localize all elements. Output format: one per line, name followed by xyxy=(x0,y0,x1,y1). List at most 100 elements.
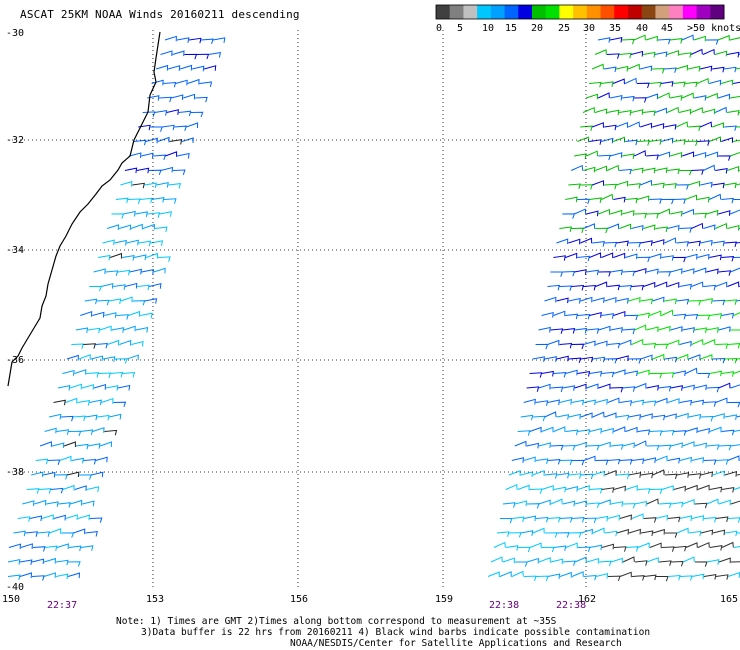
wind-barb xyxy=(580,125,593,132)
wind-barb xyxy=(628,528,641,535)
wind-barb xyxy=(597,37,611,43)
wind-barb xyxy=(624,77,637,84)
wind-barb xyxy=(679,515,693,521)
wind-barb xyxy=(580,356,594,363)
wind-barb xyxy=(706,559,720,565)
wind-barb xyxy=(642,51,656,58)
wind-barb xyxy=(505,545,519,551)
wind-barb xyxy=(565,196,578,203)
wind-barb xyxy=(706,209,719,216)
wind-barb xyxy=(145,252,158,259)
wind-barb xyxy=(622,503,636,509)
wind-barb xyxy=(691,573,705,580)
wind-barb xyxy=(104,312,117,318)
colorbar-tick-label: 10 xyxy=(482,23,494,34)
wind-barb xyxy=(165,151,178,157)
wind-barb xyxy=(622,386,636,392)
wind-barb xyxy=(619,571,632,578)
wind-barb xyxy=(610,152,623,158)
wind-barb xyxy=(562,328,576,334)
wind-barb xyxy=(694,95,707,101)
wind-barb xyxy=(149,283,162,289)
wind-barb xyxy=(733,546,740,548)
wind-barb xyxy=(22,500,35,506)
wind-barb xyxy=(115,197,129,204)
wind-barb xyxy=(715,281,728,288)
wind-barb xyxy=(574,500,588,507)
wind-barb xyxy=(150,126,163,132)
wind-barb xyxy=(598,208,611,215)
wind-barb xyxy=(92,427,105,433)
wind-barb xyxy=(679,340,692,347)
wind-barb xyxy=(523,398,536,405)
wind-barb xyxy=(619,285,633,291)
wind-barb xyxy=(526,386,540,392)
wind-barb xyxy=(568,297,581,304)
wind-barb xyxy=(520,530,534,536)
wind-barb xyxy=(147,95,160,101)
wind-barb xyxy=(700,239,713,246)
wind-barb xyxy=(577,546,591,552)
wind-barb xyxy=(114,239,127,246)
wind-barb xyxy=(625,253,638,260)
wind-barb xyxy=(565,429,579,436)
wind-barb xyxy=(139,197,153,204)
wind-barb xyxy=(73,528,86,535)
wind-barb xyxy=(565,313,579,320)
wind-barb xyxy=(580,528,593,535)
wind-barb xyxy=(685,367,698,374)
wind-barb xyxy=(190,111,204,118)
colorbar-swatch xyxy=(463,5,478,19)
wind-barb xyxy=(562,500,576,507)
wind-barb xyxy=(628,241,642,248)
wind-barb xyxy=(183,93,196,100)
colorbar-swatch xyxy=(573,5,588,19)
wind-barb xyxy=(694,561,708,567)
wind-barb xyxy=(111,213,125,219)
wind-barb xyxy=(597,92,610,99)
wind-barb xyxy=(715,574,729,580)
wind-barb xyxy=(568,357,582,364)
wind-barb xyxy=(652,469,665,476)
wind-barb xyxy=(80,545,94,551)
wind-barb xyxy=(73,415,86,422)
wind-barb xyxy=(616,297,629,304)
wind-barb xyxy=(736,126,740,128)
wind-barb xyxy=(715,222,728,229)
wind-barb xyxy=(727,109,740,116)
wind-barb xyxy=(607,575,621,582)
wind-barb xyxy=(544,356,558,362)
wind-barb xyxy=(598,271,612,277)
wind-barb xyxy=(589,544,603,551)
wind-barb xyxy=(571,284,585,291)
wind-barb xyxy=(643,574,657,581)
colorbar-swatch xyxy=(518,5,533,19)
wind-barb xyxy=(697,253,710,260)
wind-barb xyxy=(721,137,734,143)
wind-barb xyxy=(99,325,112,332)
wind-barb xyxy=(697,541,710,548)
wind-barb xyxy=(108,413,122,420)
wind-barb xyxy=(664,473,678,480)
wind-barb xyxy=(690,48,703,55)
wind-barb xyxy=(730,561,740,563)
wind-barb xyxy=(159,211,172,217)
wind-barb xyxy=(715,167,728,174)
wind-barb xyxy=(643,224,656,231)
wind-barb xyxy=(700,529,714,536)
wind-barb xyxy=(586,444,600,451)
wind-barb xyxy=(58,502,71,508)
wind-barb xyxy=(637,195,650,202)
wind-barb xyxy=(585,93,599,100)
wind-barb xyxy=(154,109,168,116)
wind-barb xyxy=(157,136,170,143)
wind-barb xyxy=(697,372,711,379)
wind-barb xyxy=(604,412,617,419)
wind-barb xyxy=(586,558,600,564)
wind-barb xyxy=(726,51,740,58)
wind-barb xyxy=(637,542,650,549)
wind-barb xyxy=(736,241,740,244)
wind-barb xyxy=(31,471,44,478)
wind-barb xyxy=(577,370,591,377)
wind-barb xyxy=(712,357,726,364)
